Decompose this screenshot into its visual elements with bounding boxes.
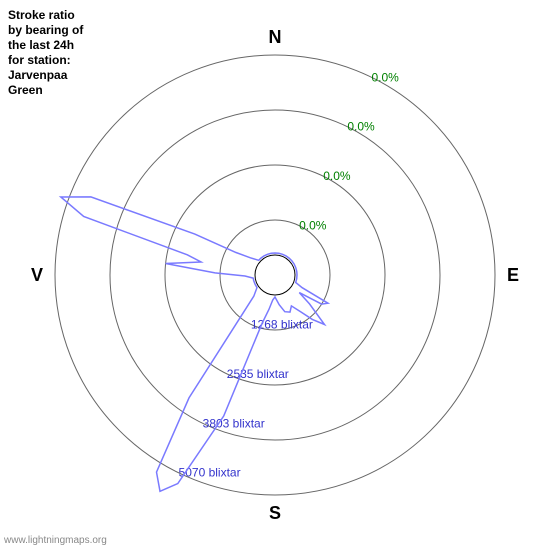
polar-chart: NSEV0.0%0.0%0.0%0.0%1268 blixtar2535 bli… [0, 0, 550, 550]
ring-label-count: 3803 blixtar [203, 416, 265, 430]
axis-label-n: N [269, 27, 282, 47]
axis-label-e: E [507, 265, 519, 285]
center-ring [255, 255, 295, 295]
rose-outline [61, 197, 328, 491]
ring-label-percent: 0.0% [371, 70, 399, 84]
axis-label-w: V [31, 265, 43, 285]
ring-label-percent: 0.0% [347, 120, 375, 134]
grid-ring [110, 110, 440, 440]
ring-label-percent: 0.0% [323, 169, 351, 183]
axis-label-s: S [269, 503, 281, 523]
ring-label-count: 2535 blixtar [227, 367, 289, 381]
attribution-text: www.lightningmaps.org [4, 535, 107, 546]
grid-ring [165, 165, 385, 385]
ring-label-percent: 0.0% [299, 219, 327, 233]
grid-ring [55, 55, 495, 495]
